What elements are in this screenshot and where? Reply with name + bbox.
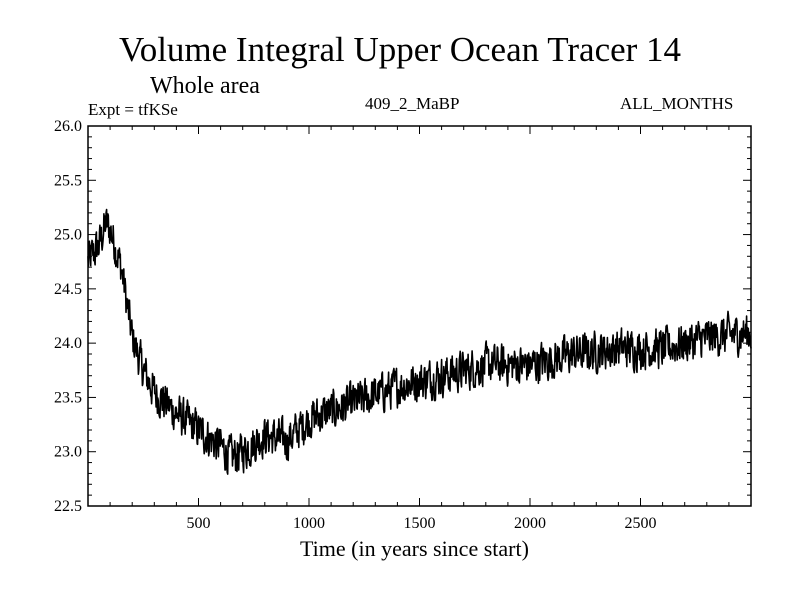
months-label: ALL_MONTHS [620, 94, 734, 113]
y-tick-label: 25.5 [54, 172, 82, 189]
experiment-label: Expt = tfKSe [88, 100, 178, 119]
chart-title: Volume Integral Upper Ocean Tracer 14 [118, 30, 682, 69]
x-tick-label: 500 [187, 515, 211, 532]
y-tick-label: 25.0 [54, 227, 82, 244]
run-label: 409_2_MaBP [365, 94, 460, 113]
y-tick-label: 22.5 [54, 498, 82, 515]
x-tick-label: 2000 [514, 515, 546, 532]
ticks-layer: 22.5 23.0 23.5 24.0 24.5 25.0 25.5 26.0 500 1000 1… [54, 118, 751, 532]
y-tick-label: 24.5 [54, 281, 82, 298]
x-tick-label: 1000 [293, 515, 325, 532]
plot-frame [87, 125, 752, 507]
y-tick-label: 23.5 [54, 389, 82, 406]
x-tick-label: 2500 [625, 515, 657, 532]
y-tick-label: 24.0 [54, 335, 82, 352]
series-line [87, 208, 752, 475]
y-tick-label: 26.0 [54, 118, 82, 135]
x-tick-label: 1500 [404, 515, 436, 532]
chart-subtitle: Whole area [150, 73, 260, 99]
y-tick-label: 23.0 [54, 444, 82, 461]
x-axis-label: Time (in years since start) [300, 536, 529, 561]
